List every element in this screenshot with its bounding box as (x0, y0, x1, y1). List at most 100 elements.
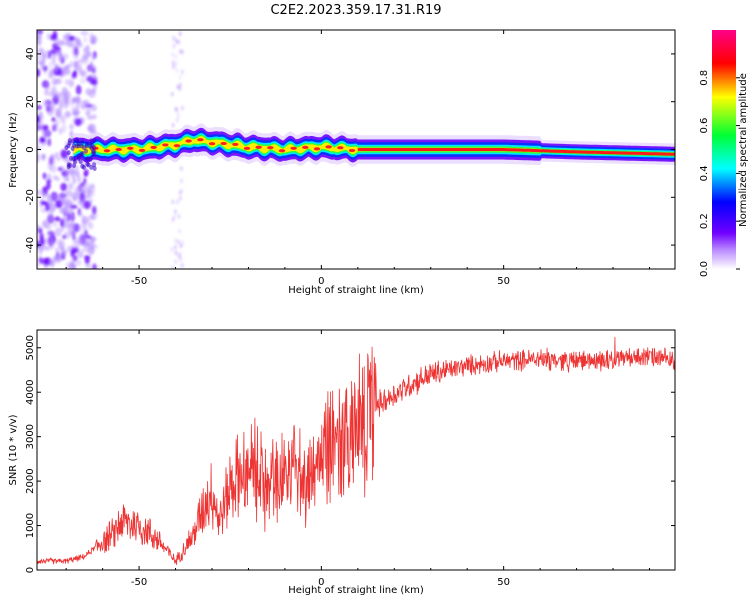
speckle-blob (60, 182, 68, 192)
speckle-blob (42, 172, 47, 180)
speckle-blob (174, 238, 177, 244)
speckle-blob (63, 97, 68, 106)
speckle-blob (54, 37, 60, 46)
speckle-blob (54, 91, 62, 98)
ridge-hotspot (103, 149, 111, 153)
speckle-blob (175, 68, 179, 73)
ridge-hotspot (313, 147, 321, 151)
speckle-blob (46, 178, 52, 183)
snr-xtick-label: 50 (497, 577, 510, 588)
speckle-blob (171, 217, 174, 223)
colorbar-tick-label: 0.2 (699, 213, 710, 229)
speckle-blob (64, 110, 72, 118)
speckle-blob (67, 245, 72, 253)
speckle-blob (53, 194, 60, 200)
speckle-blob (43, 98, 51, 108)
speckle-blob (90, 248, 94, 254)
speckle-blob (70, 146, 75, 152)
spectrogram-ticks: -50 0 50 -40 -20 0 20 40 (25, 30, 675, 287)
speckle-blob (88, 144, 93, 150)
speckle-blob (37, 115, 41, 124)
speckle-blob (39, 115, 44, 121)
speckle-blob (51, 55, 56, 66)
speckle-blob (48, 60, 52, 71)
speckle-blob (61, 123, 67, 133)
ridge-hotspot (185, 139, 192, 143)
snr-frame (36, 329, 676, 571)
speckle-blob (49, 237, 55, 247)
speckle-blob (86, 107, 91, 118)
ridge-hotspot (115, 147, 122, 152)
speckle-blob (52, 221, 58, 227)
speckle-blob (70, 248, 75, 258)
speckle-blob (72, 163, 77, 169)
speckle-blob (82, 100, 90, 107)
speckle-blob (67, 140, 72, 146)
speckle-blob (72, 176, 76, 185)
speckle-blob (37, 154, 41, 163)
speckle-blob (67, 223, 76, 233)
speckle-blob (66, 150, 71, 156)
speckle-blob (58, 51, 62, 60)
speckle-blob (80, 140, 85, 146)
speckle-blob (69, 123, 74, 130)
speckle-blob (89, 198, 94, 203)
snr-xtick-label: -50 (131, 577, 147, 588)
speckle-blob (42, 192, 46, 199)
speckle-blob (53, 119, 60, 127)
speckle-blob (76, 104, 80, 110)
speckle-blob (78, 239, 87, 246)
speckle-blob (80, 70, 84, 75)
speckle-blob (65, 209, 70, 220)
speckle-blob (55, 78, 62, 85)
speckle-blob (75, 260, 82, 266)
speckle-blob (84, 257, 90, 265)
ridge-hotspot (290, 146, 297, 150)
speckle-blob (37, 61, 45, 66)
speckle-blob (47, 210, 54, 221)
speckle-blob (52, 175, 58, 180)
speckle-blob (84, 143, 89, 149)
spectrogram-ytick-label: -20 (25, 189, 36, 205)
speckle-blob (81, 215, 88, 225)
speckle-blob (173, 215, 176, 220)
speckle-blob (60, 115, 66, 124)
speckle-blob (65, 190, 73, 197)
speckle-blob (83, 148, 88, 154)
speckle-blob (175, 107, 179, 113)
spectrogram-ytick-label: -40 (25, 237, 36, 253)
speckle-blob (57, 40, 65, 46)
speckle-blob (37, 262, 40, 268)
speckle-blob (91, 144, 96, 150)
speckle-blob (37, 30, 44, 35)
speckle-blob (179, 251, 182, 257)
speckle-blob (178, 86, 182, 92)
speckle-blob (171, 91, 174, 97)
speckle-blob (90, 237, 95, 244)
speckle-blob (41, 153, 46, 162)
ridge-hotspot (348, 148, 356, 153)
speckle-blob (170, 246, 174, 252)
speckle-blob (85, 235, 92, 240)
speckle-blob (41, 220, 46, 228)
spectrogram-noise-speckle (37, 30, 184, 269)
speckle-blob (85, 161, 90, 167)
speckle-blob (180, 263, 184, 268)
speckle-blob (174, 53, 177, 59)
ridge-hotspot (127, 146, 134, 150)
ridge-hotspot (325, 145, 332, 149)
speckle-blob (172, 43, 176, 49)
speckle-blob (78, 234, 83, 239)
speckle-blob (48, 71, 52, 77)
speckle-blob (37, 142, 40, 147)
speckle-blob (179, 256, 182, 262)
snr-ytick-label: 2000 (25, 468, 36, 493)
speckle-blob (174, 209, 177, 215)
spectrogram-ridge (64, 123, 675, 172)
speckle-blob (37, 68, 41, 77)
speckle-blob (70, 169, 76, 179)
speckle-blob (58, 100, 65, 110)
